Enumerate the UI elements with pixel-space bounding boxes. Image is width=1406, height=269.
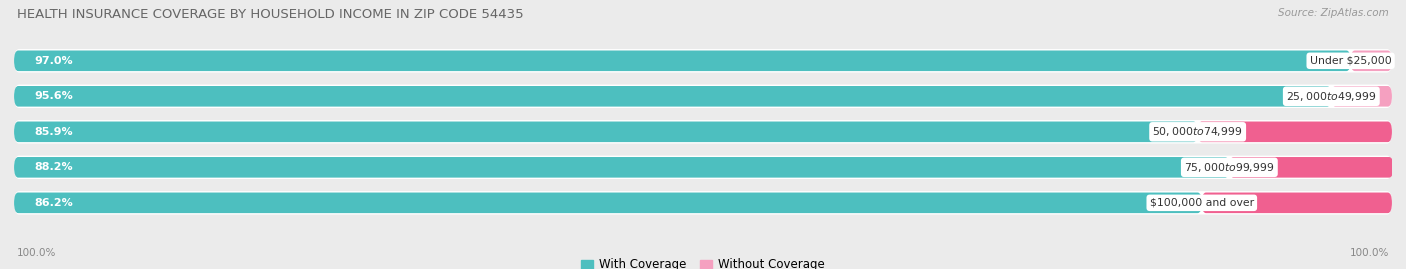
- Text: 100.0%: 100.0%: [17, 248, 56, 258]
- FancyBboxPatch shape: [14, 49, 1392, 73]
- Text: $50,000 to $74,999: $50,000 to $74,999: [1153, 125, 1243, 138]
- FancyBboxPatch shape: [1202, 193, 1392, 213]
- Text: HEALTH INSURANCE COVERAGE BY HOUSEHOLD INCOME IN ZIP CODE 54435: HEALTH INSURANCE COVERAGE BY HOUSEHOLD I…: [17, 8, 523, 21]
- Text: 86.2%: 86.2%: [35, 198, 73, 208]
- FancyBboxPatch shape: [14, 155, 1392, 179]
- FancyBboxPatch shape: [1198, 122, 1392, 142]
- FancyBboxPatch shape: [14, 193, 1202, 213]
- FancyBboxPatch shape: [14, 122, 1198, 142]
- Text: 85.9%: 85.9%: [35, 127, 73, 137]
- Text: Under $25,000: Under $25,000: [1310, 56, 1392, 66]
- Legend: With Coverage, Without Coverage: With Coverage, Without Coverage: [581, 259, 825, 269]
- FancyBboxPatch shape: [14, 51, 1351, 71]
- Text: $100,000 and over: $100,000 and over: [1150, 198, 1254, 208]
- Text: 97.0%: 97.0%: [35, 56, 73, 66]
- Text: Source: ZipAtlas.com: Source: ZipAtlas.com: [1278, 8, 1389, 18]
- Text: 88.2%: 88.2%: [35, 162, 73, 172]
- FancyBboxPatch shape: [14, 157, 1229, 178]
- FancyBboxPatch shape: [1229, 157, 1393, 178]
- Text: $25,000 to $49,999: $25,000 to $49,999: [1286, 90, 1376, 103]
- Text: $75,000 to $99,999: $75,000 to $99,999: [1184, 161, 1274, 174]
- FancyBboxPatch shape: [1331, 86, 1392, 107]
- FancyBboxPatch shape: [14, 84, 1392, 108]
- Text: 100.0%: 100.0%: [1350, 248, 1389, 258]
- FancyBboxPatch shape: [14, 120, 1392, 144]
- FancyBboxPatch shape: [14, 86, 1331, 107]
- FancyBboxPatch shape: [1351, 51, 1392, 71]
- Text: 95.6%: 95.6%: [35, 91, 73, 101]
- FancyBboxPatch shape: [14, 191, 1392, 215]
